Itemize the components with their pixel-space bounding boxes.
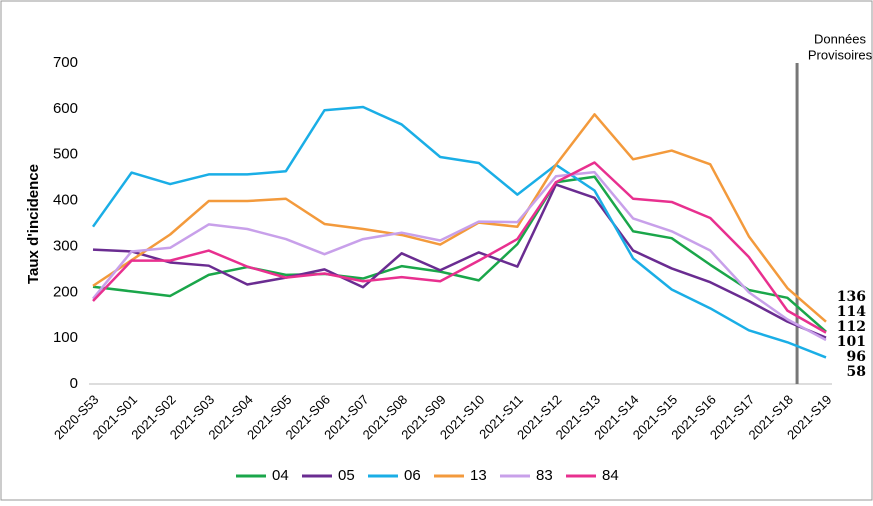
end-value-label: 101 [837, 334, 866, 350]
y-tick-label: 500 [53, 146, 78, 163]
legend-label: 83 [536, 467, 553, 484]
legend-label: 84 [602, 467, 619, 484]
legend-label: 05 [338, 467, 355, 484]
legend-label: 13 [470, 467, 487, 484]
series-line [92, 161, 827, 334]
y-tick-label: 600 [53, 100, 78, 117]
series-line [92, 170, 827, 342]
series-line [91, 105, 827, 359]
y-tick-label: 300 [53, 237, 78, 254]
annotation: Données [814, 31, 867, 46]
y-tick-label: 400 [53, 192, 78, 209]
series-line [92, 113, 827, 323]
series-line [92, 183, 827, 339]
end-value-label: 112 [837, 319, 866, 335]
legend-label: 04 [272, 467, 289, 484]
y-tick-label: 700 [53, 54, 78, 71]
legend-label: 06 [404, 467, 421, 484]
annotation: Provisoires [808, 47, 873, 62]
end-value-label: 136 [837, 289, 866, 305]
end-value-label: 114 [837, 304, 866, 320]
end-value-label: 58 [847, 364, 866, 380]
end-value-label: 96 [847, 349, 866, 365]
y-tick-label: 100 [53, 329, 78, 346]
y-tick-label: 0 [70, 375, 78, 392]
series-line [92, 175, 827, 333]
y-axis-label: Taux d'incidence [25, 164, 42, 284]
y-tick-label: 200 [53, 283, 78, 300]
